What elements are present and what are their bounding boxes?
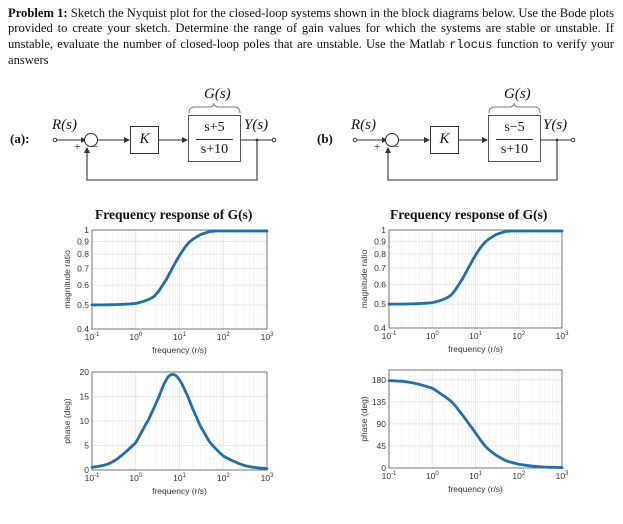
svg-text:10-1: 10-1: [382, 331, 397, 341]
svg-text:101: 101: [469, 471, 482, 481]
svg-text:phase (deg): phase (deg): [359, 396, 369, 442]
svg-text:1: 1: [84, 225, 89, 235]
svg-text:0.7: 0.7: [374, 263, 386, 273]
diagram-wires-b: [352, 102, 576, 181]
svg-text:103: 103: [261, 473, 274, 483]
denominator-a: s+10: [200, 142, 229, 157]
gain-block-a: K: [130, 126, 159, 154]
svg-text:102: 102: [512, 331, 525, 341]
svg-text:frequency (r/s): frequency (r/s): [152, 486, 207, 496]
svg-text:0.4: 0.4: [374, 323, 386, 333]
svg-text:1: 1: [381, 225, 386, 235]
problem-text-1: Sketch the Nyquist plot for the closed-l…: [8, 6, 614, 51]
minus-sign-a: −: [92, 141, 99, 153]
svg-text:5: 5: [84, 441, 89, 451]
gain-label-a: K: [139, 131, 150, 147]
svg-text:100: 100: [129, 473, 142, 483]
svg-text:103: 103: [556, 471, 569, 481]
numerator-b: s−5: [504, 120, 525, 135]
svg-text:0.8: 0.8: [77, 249, 89, 259]
diagram-label-b: (b): [317, 131, 333, 146]
fraction-bar-a: [196, 139, 233, 140]
svg-text:15: 15: [80, 392, 90, 402]
svg-text:100: 100: [426, 471, 439, 481]
plus-sign-b: +: [374, 141, 381, 153]
svg-text:frequency (r/s): frequency (r/s): [448, 484, 503, 494]
denominator-b: s+10: [500, 142, 529, 157]
svg-text:101: 101: [469, 331, 482, 341]
bode-phase-plot-a: 10-1 100 101 102 103 0 5 10 15 20 frequency (r/s) p…: [62, 367, 274, 496]
svg-text:frequency (r/s): frequency (r/s): [448, 344, 503, 354]
svg-text:0.9: 0.9: [374, 236, 386, 246]
fraction-bar-b: [496, 139, 533, 140]
svg-text:0.9: 0.9: [77, 236, 89, 246]
svg-text:180: 180: [372, 375, 386, 385]
svg-text:frequency (r/s): frequency (r/s): [152, 345, 207, 355]
svg-text:45: 45: [377, 441, 387, 451]
numerator-a: s+5: [204, 120, 225, 135]
svg-text:102: 102: [217, 473, 230, 483]
svg-text:103: 103: [556, 331, 569, 341]
svg-text:10: 10: [80, 416, 90, 426]
plot-title-b: Frequency response of G(s): [390, 207, 548, 222]
bode-magnitude-plot-a: 10-1 100 101 102 103 0.4 0.5 0.6 0.7 0.8 0.91 frequ…: [62, 225, 274, 355]
svg-text:0.6: 0.6: [374, 280, 386, 290]
output-label-b: Y(s): [543, 117, 568, 133]
diagram-label-a: (a):: [10, 131, 30, 146]
svg-text:0: 0: [84, 465, 89, 475]
svg-text:0: 0: [381, 463, 386, 473]
svg-text:0.4: 0.4: [77, 324, 89, 334]
svg-text:10-1: 10-1: [85, 473, 100, 483]
plant-block-a: s+5 s+10: [188, 115, 241, 162]
svg-text:101: 101: [173, 332, 186, 342]
plant-name-b: G(s): [504, 86, 531, 102]
svg-text:0.6: 0.6: [77, 280, 89, 290]
plant-name-a: G(s): [204, 86, 231, 102]
svg-text:102: 102: [512, 471, 525, 481]
minus-sign-b: −: [393, 141, 400, 153]
input-label-a: R(s): [52, 117, 77, 133]
svg-text:90: 90: [377, 419, 387, 429]
svg-text:phase (deg): phase (deg): [62, 398, 72, 444]
plot-title-a: Frequency response of G(s): [95, 207, 253, 222]
svg-text:10-1: 10-1: [85, 332, 100, 342]
problem-heading: Problem 1:: [8, 6, 68, 20]
gain-block-b: K: [430, 126, 459, 154]
gain-label-b: K: [439, 131, 450, 147]
svg-text:0.5: 0.5: [374, 299, 386, 309]
bode-magnitude-plot-b: 10-1 100 101 102 103 0.4 0.5 0.6 0.7 0.8 0.91 frequ…: [359, 225, 569, 354]
problem-code: rlocus: [449, 37, 493, 52]
svg-text:135: 135: [372, 397, 386, 407]
diagram-wires-a: [52, 102, 277, 181]
problem-statement: Problem 1: Sketch the Nyquist plot for t…: [8, 6, 614, 69]
svg-text:101: 101: [173, 473, 186, 483]
output-label-a: Y(s): [244, 117, 269, 133]
problem-text-2: function to verify your answers: [8, 36, 615, 68]
input-label-b: R(s): [351, 117, 376, 133]
svg-text:20: 20: [80, 367, 90, 377]
svg-text:103: 103: [261, 332, 274, 342]
plant-block-b: s−5 s+10: [488, 115, 541, 162]
svg-text:10-1: 10-1: [382, 471, 397, 481]
svg-text:0.7: 0.7: [77, 264, 89, 274]
svg-text:magnitude ratio: magnitude ratio: [359, 249, 369, 308]
svg-text:0.8: 0.8: [374, 249, 386, 259]
svg-text:0.5: 0.5: [77, 300, 89, 310]
svg-text:102: 102: [217, 332, 230, 342]
svg-text:magnitude ratio: magnitude ratio: [62, 250, 72, 309]
svg-text:100: 100: [426, 331, 439, 341]
bode-phase-plot-b: 10-1 100 101 102 103 0 45 90 135 180 frequency (r/…: [359, 369, 569, 494]
plus-sign-a: +: [74, 141, 81, 153]
svg-text:100: 100: [129, 332, 142, 342]
